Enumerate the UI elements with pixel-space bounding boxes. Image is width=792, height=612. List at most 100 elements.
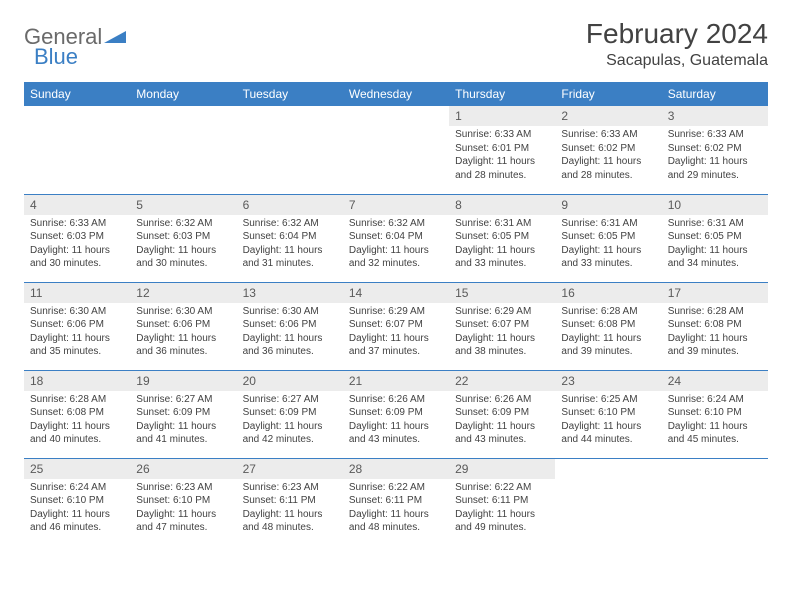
calendar-day-cell: 14Sunrise: 6:29 AMSunset: 6:07 PMDayligh… (343, 282, 449, 370)
sunrise-line: Sunrise: 6:28 AM (668, 305, 762, 319)
sunset-line: Sunset: 6:08 PM (30, 406, 124, 420)
day-details: Sunrise: 6:23 AMSunset: 6:11 PMDaylight:… (237, 479, 343, 539)
calendar-day-cell: 18Sunrise: 6:28 AMSunset: 6:08 PMDayligh… (24, 370, 130, 458)
calendar-empty-cell (662, 458, 768, 546)
sunrise-line: Sunrise: 6:30 AM (30, 305, 124, 319)
calendar-week-row: 11Sunrise: 6:30 AMSunset: 6:06 PMDayligh… (24, 282, 768, 370)
daylight-line: Daylight: 11 hours and 31 minutes. (243, 244, 337, 271)
sunset-line: Sunset: 6:10 PM (561, 406, 655, 420)
day-details: Sunrise: 6:25 AMSunset: 6:10 PMDaylight:… (555, 391, 661, 451)
daylight-line: Daylight: 11 hours and 43 minutes. (455, 420, 549, 447)
sunset-line: Sunset: 6:10 PM (30, 494, 124, 508)
day-number: 3 (662, 106, 768, 126)
sunset-line: Sunset: 6:11 PM (243, 494, 337, 508)
weekday-header: Monday (130, 82, 236, 106)
sunrise-line: Sunrise: 6:31 AM (561, 217, 655, 231)
sunrise-line: Sunrise: 6:22 AM (455, 481, 549, 495)
calendar-day-cell: 17Sunrise: 6:28 AMSunset: 6:08 PMDayligh… (662, 282, 768, 370)
sunrise-line: Sunrise: 6:33 AM (668, 128, 762, 142)
calendar-day-cell: 7Sunrise: 6:32 AMSunset: 6:04 PMDaylight… (343, 194, 449, 282)
day-details: Sunrise: 6:30 AMSunset: 6:06 PMDaylight:… (130, 303, 236, 363)
day-details: Sunrise: 6:33 AMSunset: 6:02 PMDaylight:… (555, 126, 661, 186)
day-number: 13 (237, 283, 343, 303)
weekday-header: Saturday (662, 82, 768, 106)
weekday-header: Friday (555, 82, 661, 106)
day-number: 23 (555, 371, 661, 391)
day-details: Sunrise: 6:33 AMSunset: 6:03 PMDaylight:… (24, 215, 130, 275)
daylight-line: Daylight: 11 hours and 40 minutes. (30, 420, 124, 447)
day-number: 7 (343, 195, 449, 215)
calendar-empty-cell (555, 458, 661, 546)
day-number: 1 (449, 106, 555, 126)
calendar-day-cell: 23Sunrise: 6:25 AMSunset: 6:10 PMDayligh… (555, 370, 661, 458)
sunset-line: Sunset: 6:05 PM (561, 230, 655, 244)
calendar-day-cell: 1Sunrise: 6:33 AMSunset: 6:01 PMDaylight… (449, 106, 555, 194)
daylight-line: Daylight: 11 hours and 33 minutes. (455, 244, 549, 271)
day-number: 27 (237, 459, 343, 479)
daylight-line: Daylight: 11 hours and 39 minutes. (561, 332, 655, 359)
day-details: Sunrise: 6:28 AMSunset: 6:08 PMDaylight:… (662, 303, 768, 363)
day-details: Sunrise: 6:26 AMSunset: 6:09 PMDaylight:… (343, 391, 449, 451)
calendar-day-cell: 25Sunrise: 6:24 AMSunset: 6:10 PMDayligh… (24, 458, 130, 546)
day-number: 21 (343, 371, 449, 391)
day-number: 29 (449, 459, 555, 479)
sunset-line: Sunset: 6:09 PM (243, 406, 337, 420)
day-details: Sunrise: 6:32 AMSunset: 6:03 PMDaylight:… (130, 215, 236, 275)
weekday-header: Thursday (449, 82, 555, 106)
calendar-week-row: 1Sunrise: 6:33 AMSunset: 6:01 PMDaylight… (24, 106, 768, 194)
sunrise-line: Sunrise: 6:26 AM (455, 393, 549, 407)
sunset-line: Sunset: 6:02 PM (561, 142, 655, 156)
sunset-line: Sunset: 6:04 PM (243, 230, 337, 244)
day-details: Sunrise: 6:22 AMSunset: 6:11 PMDaylight:… (449, 479, 555, 539)
daylight-line: Daylight: 11 hours and 32 minutes. (349, 244, 443, 271)
sunset-line: Sunset: 6:11 PM (349, 494, 443, 508)
sunrise-line: Sunrise: 6:30 AM (243, 305, 337, 319)
calendar-day-cell: 12Sunrise: 6:30 AMSunset: 6:06 PMDayligh… (130, 282, 236, 370)
day-details: Sunrise: 6:31 AMSunset: 6:05 PMDaylight:… (449, 215, 555, 275)
daylight-line: Daylight: 11 hours and 38 minutes. (455, 332, 549, 359)
calendar-day-cell: 22Sunrise: 6:26 AMSunset: 6:09 PMDayligh… (449, 370, 555, 458)
day-details: Sunrise: 6:28 AMSunset: 6:08 PMDaylight:… (555, 303, 661, 363)
sunset-line: Sunset: 6:05 PM (455, 230, 549, 244)
calendar-day-cell: 4Sunrise: 6:33 AMSunset: 6:03 PMDaylight… (24, 194, 130, 282)
calendar-day-cell: 15Sunrise: 6:29 AMSunset: 6:07 PMDayligh… (449, 282, 555, 370)
day-details: Sunrise: 6:31 AMSunset: 6:05 PMDaylight:… (662, 215, 768, 275)
weekday-header: Sunday (24, 82, 130, 106)
day-details: Sunrise: 6:23 AMSunset: 6:10 PMDaylight:… (130, 479, 236, 539)
daylight-line: Daylight: 11 hours and 48 minutes. (349, 508, 443, 535)
daylight-line: Daylight: 11 hours and 47 minutes. (136, 508, 230, 535)
weekday-header-row: SundayMondayTuesdayWednesdayThursdayFrid… (24, 82, 768, 106)
sunset-line: Sunset: 6:03 PM (136, 230, 230, 244)
calendar-day-cell: 5Sunrise: 6:32 AMSunset: 6:03 PMDaylight… (130, 194, 236, 282)
day-details: Sunrise: 6:27 AMSunset: 6:09 PMDaylight:… (237, 391, 343, 451)
sunrise-line: Sunrise: 6:24 AM (30, 481, 124, 495)
sunrise-line: Sunrise: 6:32 AM (243, 217, 337, 231)
calendar-day-cell: 10Sunrise: 6:31 AMSunset: 6:05 PMDayligh… (662, 194, 768, 282)
sunrise-line: Sunrise: 6:29 AM (455, 305, 549, 319)
day-number: 19 (130, 371, 236, 391)
day-number: 20 (237, 371, 343, 391)
daylight-line: Daylight: 11 hours and 48 minutes. (243, 508, 337, 535)
day-number: 5 (130, 195, 236, 215)
daylight-line: Daylight: 11 hours and 34 minutes. (668, 244, 762, 271)
day-details: Sunrise: 6:29 AMSunset: 6:07 PMDaylight:… (343, 303, 449, 363)
sunset-line: Sunset: 6:02 PM (668, 142, 762, 156)
sunrise-line: Sunrise: 6:30 AM (136, 305, 230, 319)
sunrise-line: Sunrise: 6:27 AM (243, 393, 337, 407)
sunrise-line: Sunrise: 6:32 AM (136, 217, 230, 231)
daylight-line: Daylight: 11 hours and 36 minutes. (136, 332, 230, 359)
title-block: February 2024 Sacapulas, Guatemala (586, 18, 768, 70)
calendar-day-cell: 26Sunrise: 6:23 AMSunset: 6:10 PMDayligh… (130, 458, 236, 546)
sunset-line: Sunset: 6:11 PM (455, 494, 549, 508)
calendar-week-row: 18Sunrise: 6:28 AMSunset: 6:08 PMDayligh… (24, 370, 768, 458)
calendar-day-cell: 28Sunrise: 6:22 AMSunset: 6:11 PMDayligh… (343, 458, 449, 546)
calendar-body: 1Sunrise: 6:33 AMSunset: 6:01 PMDaylight… (24, 106, 768, 546)
sunset-line: Sunset: 6:09 PM (136, 406, 230, 420)
daylight-line: Daylight: 11 hours and 30 minutes. (30, 244, 124, 271)
sunset-line: Sunset: 6:10 PM (136, 494, 230, 508)
calendar-empty-cell (130, 106, 236, 194)
calendar-day-cell: 20Sunrise: 6:27 AMSunset: 6:09 PMDayligh… (237, 370, 343, 458)
daylight-line: Daylight: 11 hours and 42 minutes. (243, 420, 337, 447)
day-details: Sunrise: 6:31 AMSunset: 6:05 PMDaylight:… (555, 215, 661, 275)
sunrise-line: Sunrise: 6:32 AM (349, 217, 443, 231)
